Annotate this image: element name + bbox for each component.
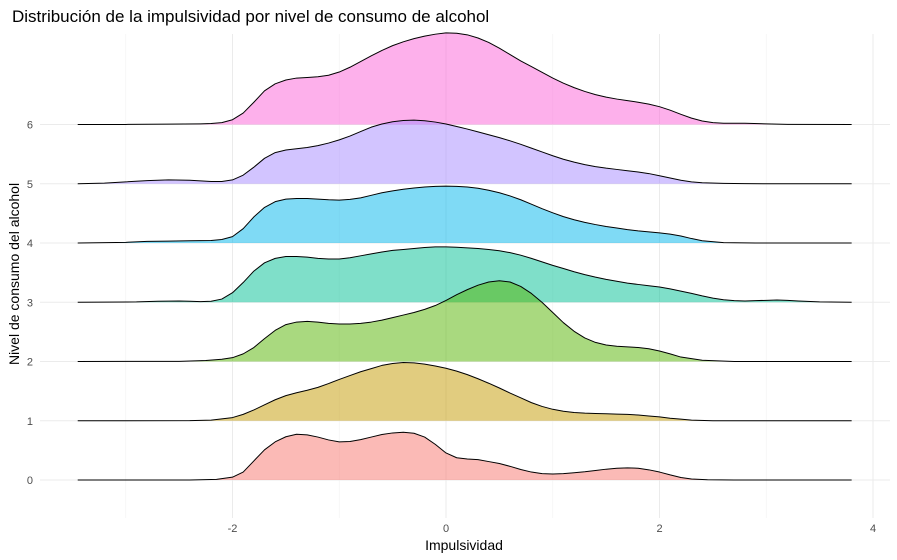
x-tick-label: 2 xyxy=(656,523,662,535)
y-tick-label: 2 xyxy=(27,357,33,369)
y-tick-label: 4 xyxy=(27,238,33,250)
ridge-outline-level-5 xyxy=(77,119,852,185)
ridge-fill-level-5 xyxy=(77,120,852,184)
y-tick-label: 6 xyxy=(27,120,33,132)
x-tick-label: -2 xyxy=(228,523,238,535)
density-ridges xyxy=(77,32,852,481)
ridge-outline-level-0 xyxy=(77,431,852,481)
y-tick-label: 1 xyxy=(27,416,33,428)
ridge-outline-level-2 xyxy=(77,280,852,362)
ridge-fill-level-1 xyxy=(77,362,852,421)
y-tick-label: 3 xyxy=(27,297,33,309)
ridge-outline-level-3 xyxy=(77,246,852,303)
ridge-fill-level-6 xyxy=(77,32,852,125)
ridge-outline-level-6 xyxy=(77,32,852,125)
ridge-fill-level-4 xyxy=(77,186,852,243)
y-axis-title: Nivel de consumo del alcohol xyxy=(6,183,22,365)
ridge-outline-level-4 xyxy=(77,185,852,244)
x-tick-label: 4 xyxy=(870,523,876,535)
x-axis-title: Impulsividad xyxy=(425,537,503,553)
x-axis-ticks: -2 0 2 4 xyxy=(228,523,876,535)
y-tick-label: 0 xyxy=(27,475,33,487)
ridge-fill-level-2 xyxy=(77,280,852,362)
y-axis-ticks: 0 1 2 3 4 5 6 xyxy=(27,120,33,488)
ridge-outline-level-1 xyxy=(77,362,852,422)
ridge-fill-level-0 xyxy=(77,432,852,480)
y-tick-label: 5 xyxy=(27,179,33,191)
chart-title: Distribución de la impulsividad por nive… xyxy=(12,7,489,26)
ridge-fill-level-3 xyxy=(77,246,852,303)
x-tick-label: 0 xyxy=(443,523,449,535)
